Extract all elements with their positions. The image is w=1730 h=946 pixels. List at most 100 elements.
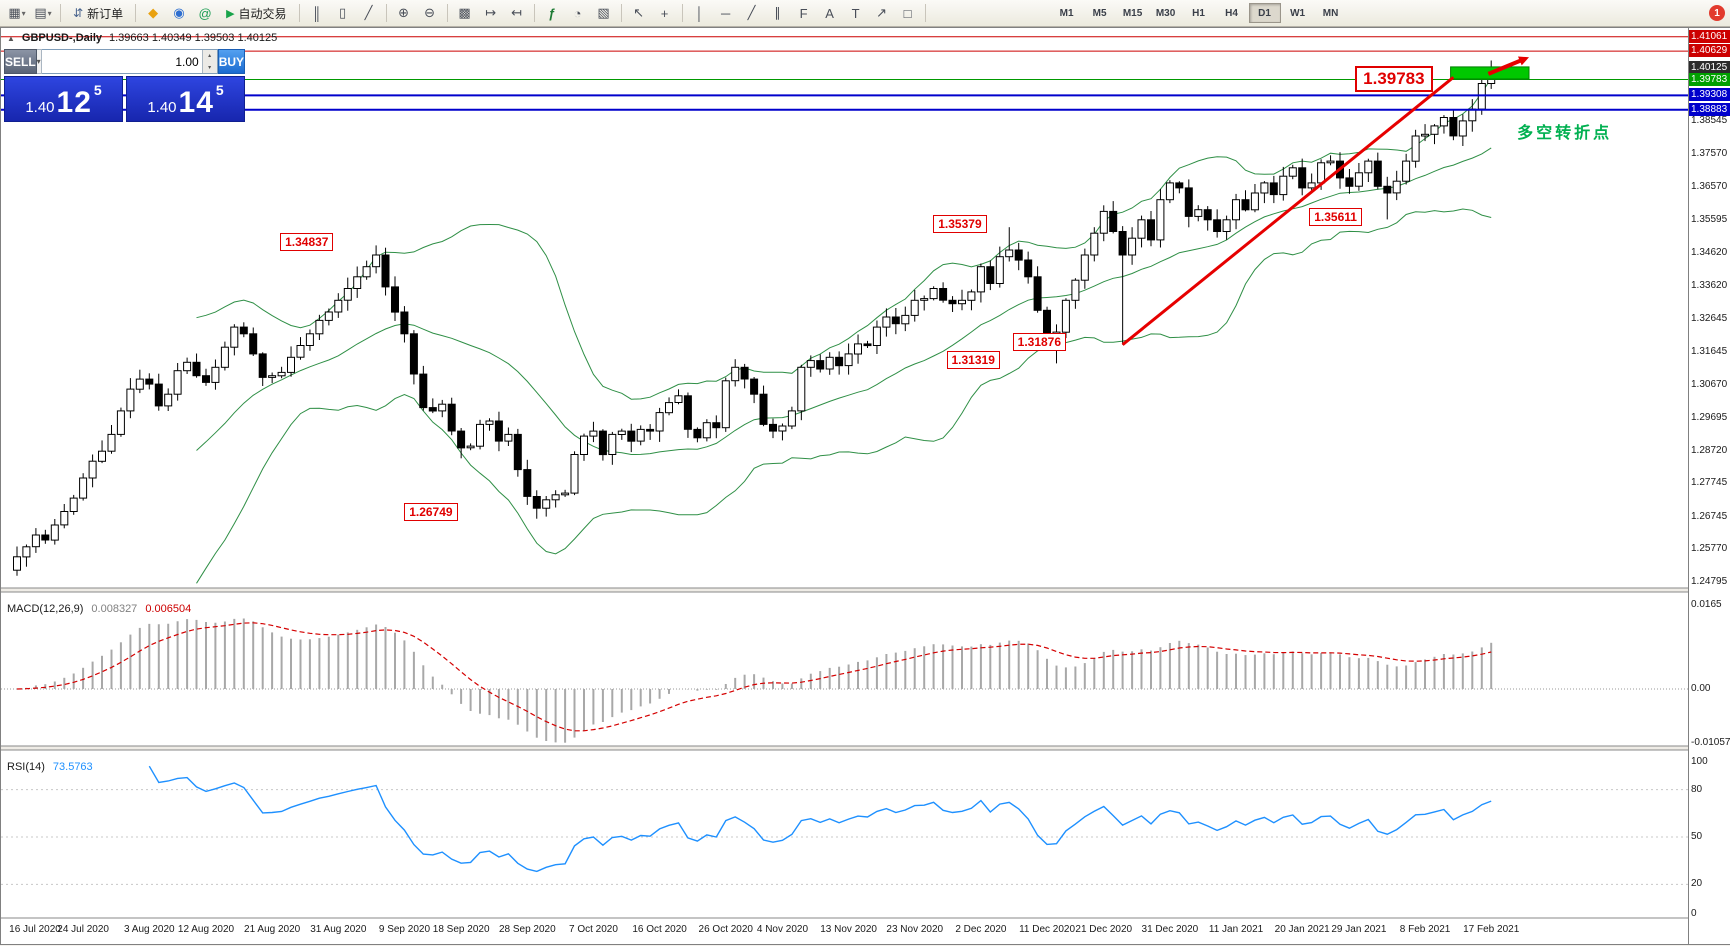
chart-shift-button[interactable]: ↤ — [511, 5, 523, 20]
timeframe-group: M1 M5 M15 M30 H1 H4 D1 W1 MN — [1051, 3, 1347, 23]
symbol-label: GBPUSD-,Daily — [21, 32, 102, 44]
periods-button[interactable]: ◔ — [573, 5, 582, 21]
trendline-button[interactable]: ╱ — [747, 5, 756, 20]
timeframe-h4[interactable]: H4 — [1225, 7, 1238, 19]
timeframe-h1[interactable]: H1 — [1192, 7, 1205, 19]
chart-annotation[interactable]: 1.34837 — [280, 233, 334, 252]
axis-label: 1.38545 — [1691, 115, 1728, 127]
volume-preset-caret[interactable]: ▾ — [36, 49, 42, 74]
volume-increase-button[interactable]: ▴ — [202, 50, 217, 62]
label-tool-button[interactable]: T — [851, 5, 860, 21]
toolbar-separator — [385, 4, 387, 22]
new-chart-button[interactable]: ▦ ▾ — [5, 2, 29, 24]
new-order-label: 新订单 — [87, 6, 124, 21]
chart-annotation[interactable]: 1.35611 — [1309, 208, 1362, 227]
channel-button[interactable]: ∥ — [774, 5, 781, 20]
volume-decrease-button[interactable]: ▾ — [202, 61, 217, 73]
price-chart-canvas[interactable] — [1, 28, 1688, 944]
axis-label: 1.26745 — [1691, 510, 1728, 522]
axis-label: 0.00 — [1691, 682, 1711, 694]
macd-main-value: 0.008327 — [91, 603, 138, 615]
axis-label: 0 — [1691, 908, 1697, 919]
candlestick-chart-button[interactable]: ▯ — [338, 5, 347, 20]
timeframe-m30[interactable]: M30 — [1155, 7, 1176, 19]
tile-windows-button[interactable]: ▩ — [458, 5, 471, 20]
toolbar-separator — [533, 4, 535, 22]
timeframe-m15[interactable]: M15 — [1122, 7, 1143, 19]
indicators-button[interactable]: ƒ — [540, 2, 564, 24]
volume-spinner: ▴ ▾ — [201, 50, 217, 73]
price-level-tag: 1.39308 — [1689, 88, 1730, 102]
sell-price-point: 5 — [93, 82, 102, 98]
cursor-button[interactable]: ↖ — [633, 5, 645, 20]
buy-price-pips: 14 — [178, 86, 214, 119]
account-button[interactable]: ◉ — [167, 2, 191, 24]
macd-label: MACD(12,26,9) — [7, 603, 84, 615]
toolbar-separator — [298, 4, 300, 22]
timeframe-m1[interactable]: M1 — [1059, 7, 1074, 19]
one-click-trading-panel: SELL ▾ ▴ ▾ BUY 1.40 12 5 1.40 14 5 — [4, 49, 246, 122]
shapes-button[interactable]: □ — [903, 5, 912, 21]
new-order-button[interactable]: ⇵ 新订单 — [66, 3, 130, 23]
axis-label: 1.37570 — [1691, 147, 1728, 159]
templates-button[interactable]: ▧ — [597, 5, 610, 20]
arrow-tool-button[interactable]: ↗ — [876, 5, 888, 20]
new-order-icon: ⇵ — [73, 6, 84, 20]
macd-signal-value: 0.006504 — [145, 603, 192, 615]
crosshair-button[interactable]: + — [660, 5, 669, 21]
chart-window: ▲ GBPUSD-,Daily 1.39663 1.40349 1.39503 … — [0, 27, 1730, 945]
bar-chart-button[interactable]: ║ — [311, 5, 322, 21]
price-axis — [1688, 28, 1730, 944]
line-chart-button[interactable]: ╱ — [364, 5, 373, 20]
timeframe-mn[interactable]: MN — [1322, 7, 1339, 19]
axis-label: 1.32645 — [1691, 312, 1728, 324]
sell-price-pips: 12 — [56, 86, 92, 119]
axis-label: 1.34620 — [1691, 246, 1728, 258]
diamond-icon: ◆ — [148, 5, 159, 20]
buy-button[interactable]: BUY — [217, 49, 246, 74]
price-level-tag: 1.41061 — [1689, 29, 1730, 43]
horizontal-line-button[interactable]: ─ — [720, 5, 731, 21]
sell-button[interactable]: SELL — [4, 49, 37, 74]
rsi-label: RSI(14) — [7, 761, 45, 773]
chart-annotation[interactable]: 1.31319 — [946, 351, 1000, 370]
toolbar-separator — [446, 4, 448, 22]
toolbar: ▦ ▾ ▤ ▾ ⇵ 新订单 ◆ ◉ @ ▶ 自动交易 ║ ▯ ╱ ⊕ ⊖ ▩ ↦… — [0, 0, 1730, 27]
axis-label: 1.36570 — [1691, 181, 1728, 193]
auto-trading-button[interactable]: ▶ 自动交易 — [219, 3, 293, 23]
toolbar-separator — [60, 4, 61, 22]
zoom-out-button[interactable]: ⊖ — [424, 5, 436, 20]
vertical-line-button[interactable]: │ — [695, 5, 704, 21]
ohlc-values: 1.39663 1.40349 1.39503 1.40125 — [109, 32, 278, 44]
chart-annotation[interactable]: 1.31876 — [1012, 332, 1067, 351]
axis-label: 1.33620 — [1691, 280, 1728, 292]
community-button[interactable]: @ — [193, 2, 217, 24]
indicators-icon: ƒ — [547, 5, 556, 21]
timeframe-d1[interactable]: D1 — [1248, 3, 1281, 23]
timeframe-m5[interactable]: M5 — [1092, 7, 1107, 19]
timeframe-w1[interactable]: W1 — [1290, 7, 1306, 19]
chart-annotation[interactable]: 1.35379 — [933, 215, 987, 234]
profiles-button[interactable]: ▤ ▾ — [31, 2, 55, 24]
text-tool-button[interactable]: A — [825, 5, 834, 21]
sell-price-display[interactable]: 1.40 12 5 — [4, 76, 123, 122]
notification-badge[interactable]: 1 — [1709, 5, 1725, 21]
metaquotes-button[interactable]: ◆ — [141, 2, 165, 24]
toolbar-separator — [620, 4, 622, 22]
fibonacci-button[interactable]: F — [799, 5, 808, 21]
collapse-icon[interactable]: ▲ — [7, 33, 15, 43]
axis-label: 0.0165 — [1691, 599, 1722, 611]
chart-annotation[interactable]: 1.39783 — [1355, 65, 1433, 92]
zoom-in-button[interactable]: ⊕ — [398, 5, 410, 20]
auto-scroll-button[interactable]: ↦ — [485, 5, 497, 20]
chart-ohlc-header: ▲ GBPUSD-,Daily 1.39663 1.40349 1.39503 … — [7, 32, 277, 44]
volume-input[interactable] — [41, 50, 202, 73]
chart-annotation[interactable]: 1.26749 — [404, 502, 458, 521]
buy-price-display[interactable]: 1.40 14 5 — [126, 76, 245, 122]
buy-price-point: 5 — [215, 82, 224, 98]
chart-annotation[interactable]: 多空转折点 — [1517, 124, 1613, 142]
toolbar-separator — [135, 4, 137, 22]
chevron-down-icon: ▾ — [47, 8, 52, 18]
macd-header: MACD(12,26,9) 0.008327 0.006504 — [7, 603, 191, 615]
